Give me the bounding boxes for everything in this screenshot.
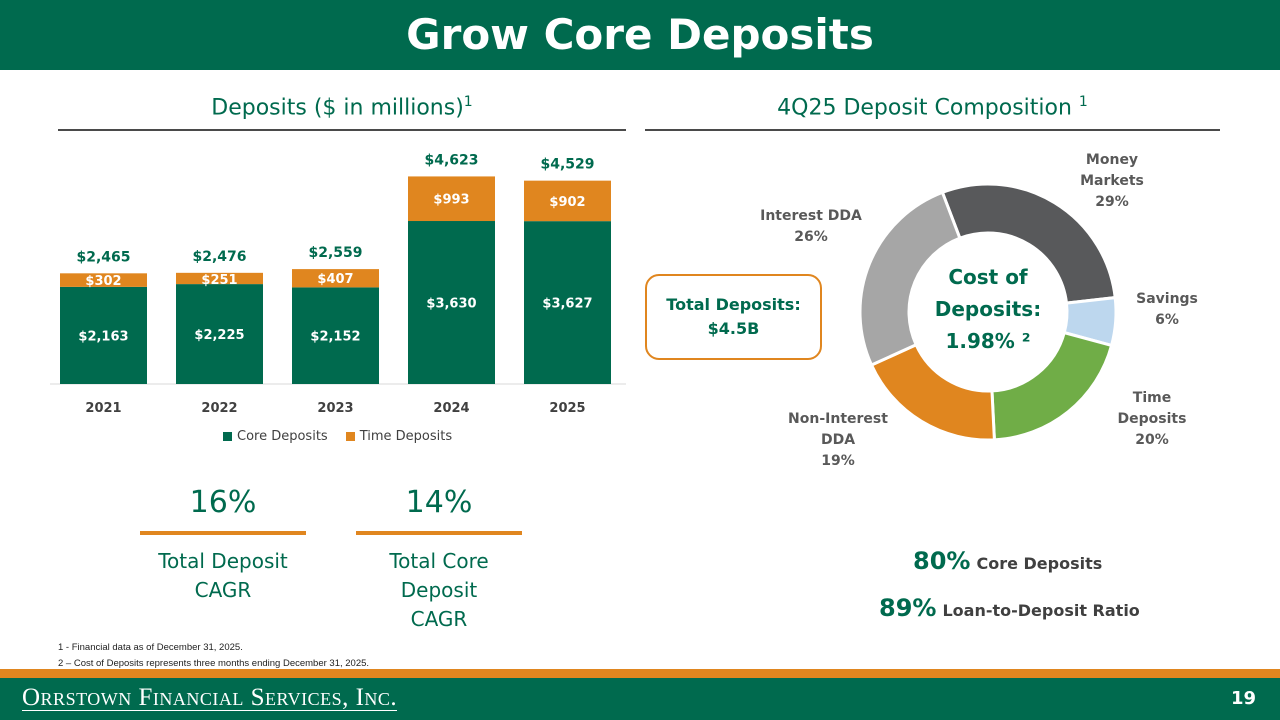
page-number: 19	[1230, 688, 1256, 709]
composition-title-footnote: 1	[1078, 94, 1088, 110]
stat-label-line: Deposit	[400, 578, 478, 602]
donut-slice-label: Non-Interest	[788, 411, 888, 427]
donut-slice-label: Deposits	[1118, 411, 1187, 427]
bar-core-deposits	[292, 287, 379, 384]
deposits-title-footnote: 1	[463, 94, 473, 110]
bar-total-label: $2,559	[308, 245, 362, 261]
legend-core-deposits: Core Deposits	[223, 429, 328, 444]
donut-center-text: 1.98% ²	[945, 329, 1030, 353]
bar-label-time: $407	[317, 272, 353, 287]
legend-swatch-time	[345, 432, 355, 441]
composition-section-title: 4Q25 Deposit Composition 1	[645, 94, 1220, 120]
bar-time-deposits	[524, 180, 611, 222]
kpi-loan-to-deposit: 89% Loan-to-Deposit Ratio	[879, 594, 1140, 622]
stat-total-core-deposit-cagr: 14% Total Core Deposit CAGR	[356, 485, 522, 634]
legend-swatch-core	[223, 432, 232, 441]
page-title: Grow Core Deposits	[406, 10, 874, 59]
x-tick-label: 2024	[433, 401, 469, 416]
donut-slice-pct: 19%	[821, 453, 855, 469]
donut-slice-pct: 20%	[1135, 432, 1169, 448]
donut-slice-label: Money	[1086, 152, 1138, 168]
stat-value: 16%	[189, 485, 257, 520]
total-deposits-box: Total Deposits: $4.5B	[645, 274, 822, 360]
bar-core-deposits	[408, 221, 495, 384]
title-bar: Grow Core Deposits	[0, 0, 1280, 70]
composition-title-rule	[645, 129, 1220, 131]
x-tick-label: 2022	[201, 401, 237, 416]
bar-label-core: $2,152	[310, 330, 360, 345]
footnotes: 1 - Financial data as of December 31, 20…	[58, 640, 369, 672]
donut-slice-label: Markets	[1080, 173, 1144, 189]
bar-label-core: $3,627	[542, 297, 592, 312]
donut-slice-label: Interest DDA	[760, 208, 862, 224]
kpi-value: 89%	[879, 594, 937, 622]
stat-underline	[140, 531, 306, 535]
donut-center-text: Deposits:	[935, 297, 1041, 321]
total-deposits-label: Total Deposits:	[666, 295, 801, 314]
bar-time-deposits	[292, 269, 379, 288]
bar-time-deposits	[408, 176, 495, 222]
donut-slice-pct: 29%	[1095, 194, 1129, 210]
donut-slice-label: Savings	[1136, 291, 1198, 307]
donut-slice-label: DDA	[821, 432, 855, 448]
bar-label-time: $302	[85, 274, 121, 289]
company-logo: Orrstown Financial Services, Inc.	[22, 679, 398, 717]
footer-accent-stripe	[0, 669, 1280, 678]
bar-core-deposits	[176, 284, 263, 384]
legend-time-deposits: Time Deposits	[345, 429, 453, 444]
bar-label-time: $902	[549, 195, 585, 210]
stat-label-line: Total Deposit	[158, 549, 288, 573]
x-tick-label: 2023	[317, 401, 353, 416]
kpi-text: Core Deposits	[976, 554, 1103, 573]
kpi-core-deposits: 80% Core Deposits	[913, 547, 1102, 575]
bar-total-label: $2,476	[192, 249, 246, 265]
bar-total-label: $4,529	[540, 157, 594, 173]
x-tick-label: 2021	[85, 401, 121, 416]
bar-time-deposits	[60, 273, 147, 287]
kpi-value: 80%	[913, 547, 971, 575]
bar-core-deposits	[524, 221, 611, 384]
kpi-text: Loan-to-Deposit Ratio	[942, 601, 1140, 620]
legend-label-core: Core Deposits	[237, 429, 328, 444]
bar-legend: Core Deposits Time Deposits	[223, 429, 452, 444]
bar-label-core: $3,630	[426, 297, 476, 312]
donut-slice	[858, 190, 962, 368]
stat-label-line: CAGR	[410, 607, 468, 631]
total-deposits-value: $4.5B	[707, 319, 760, 338]
footer-bar	[0, 678, 1280, 720]
bar-label-time: $993	[433, 193, 469, 208]
deposits-title-text: Deposits ($ in millions)	[211, 95, 464, 121]
composition-title-text: 4Q25 Deposit Composition	[777, 95, 1079, 121]
donut-center-text: Cost of	[948, 265, 1028, 289]
donut-slice-label: Time	[1133, 390, 1171, 406]
donut-slice-pct: 26%	[794, 229, 828, 245]
x-tick-label: 2025	[549, 401, 585, 416]
donut-slice	[869, 342, 996, 442]
footnote-2: 2 – Cost of Deposits represents three mo…	[58, 658, 370, 669]
deposits-section-title: Deposits ($ in millions)1	[58, 94, 626, 120]
bar-core-deposits	[60, 286, 147, 384]
stat-label-line: CAGR	[194, 578, 252, 602]
stat-value: 14%	[405, 485, 473, 520]
deposits-title-rule	[58, 129, 626, 131]
footnote-1: 1 - Financial data as of December 31, 20…	[58, 642, 243, 653]
bar-total-label: $2,465	[76, 249, 130, 265]
bar-label-time: $251	[201, 273, 237, 288]
bar-label-core: $2,225	[194, 328, 244, 343]
bar-time-deposits	[176, 272, 263, 285]
donut-slice-pct: 6%	[1155, 312, 1179, 328]
donut-slice	[940, 182, 1117, 305]
stat-total-deposit-cagr: 16% Total Deposit CAGR	[140, 485, 306, 605]
bar-total-label: $4,623	[424, 152, 478, 168]
bar-label-core: $2,163	[78, 329, 128, 344]
stat-label-line: Total Core	[389, 549, 489, 573]
stat-underline	[356, 531, 522, 535]
legend-label-time: Time Deposits	[359, 429, 453, 444]
